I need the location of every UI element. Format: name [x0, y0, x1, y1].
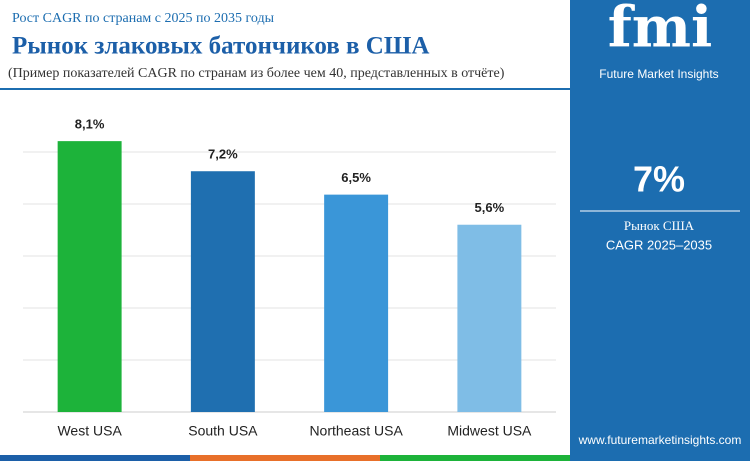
value-label: 5,6%: [475, 200, 505, 215]
brand: Future Market Insights: [599, 67, 718, 81]
strip: [570, 455, 750, 461]
logo: fmi: [608, 0, 713, 61]
bar: [190, 171, 255, 412]
strip: [190, 455, 380, 461]
value-label: 8,1%: [75, 117, 105, 132]
chart-title: Рынок злаковых батончиков в США: [12, 33, 429, 60]
x-tick-label: South USA: [188, 423, 258, 439]
headline-value: 7%: [633, 159, 685, 200]
bar: [457, 224, 522, 412]
strip: [0, 455, 190, 461]
caption: CAGR 2025–2035: [606, 237, 712, 252]
chart-subtitle: Рост CAGR по странам с 2025 по 2035 годы: [12, 11, 275, 26]
x-tick-label: Midwest USA: [447, 423, 532, 439]
url: www.futuremarketinsights.com: [578, 433, 742, 447]
bottom-strip: [0, 455, 750, 461]
bar: [324, 194, 389, 412]
value-label: 6,5%: [341, 170, 371, 185]
bar: [57, 141, 122, 412]
strip: [380, 455, 570, 461]
value-label: 7,2%: [208, 147, 238, 162]
x-tick-label: Northeast USA: [309, 423, 403, 439]
chart-note: (Пример показателей CAGR по странам из б…: [8, 66, 505, 81]
side-panel: [570, 0, 750, 455]
caption: Рынок США: [624, 218, 695, 233]
x-tick-label: West USA: [57, 423, 122, 439]
